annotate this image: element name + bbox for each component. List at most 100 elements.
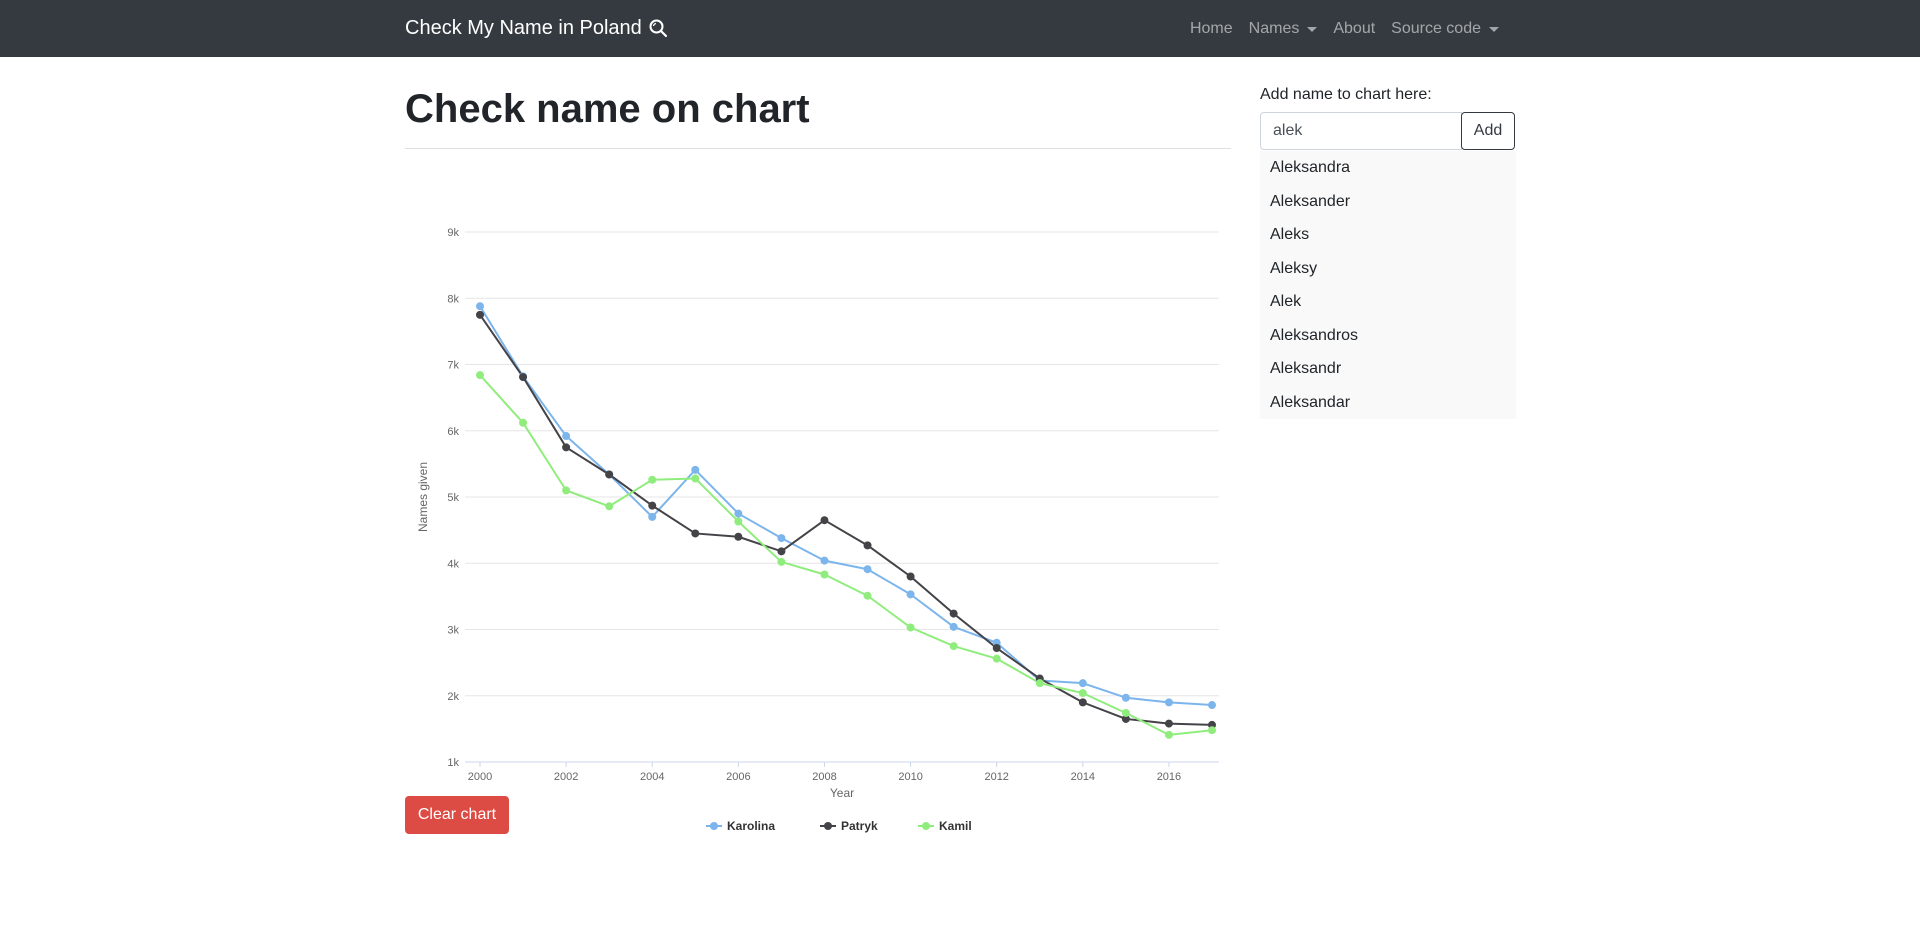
x-tick-label: 2002	[554, 771, 578, 783]
data-point-karolina	[1164, 698, 1173, 707]
legend-label: Patryk	[841, 819, 878, 833]
brand-text: Check My Name in Poland	[405, 17, 642, 39]
data-point-karolina	[734, 509, 743, 518]
suggestion-item[interactable]: Aleks	[1270, 226, 1310, 243]
suggestion-item[interactable]: Alek	[1270, 293, 1302, 310]
x-tick-label: 2012	[984, 771, 1008, 783]
name-search-input[interactable]	[1260, 112, 1462, 150]
data-point-kamil	[1164, 730, 1173, 739]
suggestion-item[interactable]: Aleksandros	[1270, 326, 1359, 344]
nav-about[interactable]: About	[1325, 20, 1383, 38]
legend-label: Karolina	[727, 819, 775, 833]
divider	[405, 148, 1231, 149]
data-point-kamil	[691, 474, 700, 483]
x-axis-title: Year	[830, 786, 854, 800]
y-tick-label: 9k	[447, 227, 459, 239]
data-point-patryk	[1121, 714, 1130, 723]
data-point-karolina	[777, 534, 786, 543]
y-tick-label: 2k	[447, 691, 459, 703]
y-tick-label: 8k	[447, 293, 459, 305]
data-point-karolina	[1078, 679, 1087, 688]
x-tick-label: 2006	[726, 771, 750, 783]
data-point-kamil	[562, 486, 571, 495]
suggestion-item[interactable]: Aleksy	[1270, 259, 1318, 277]
data-point-kamil	[992, 654, 1001, 663]
suggestion-item[interactable]: Aleksandra	[1270, 159, 1351, 176]
data-point-patryk	[777, 547, 786, 556]
suggestion-item[interactable]: Aleksandar	[1270, 393, 1351, 411]
data-point-karolina	[562, 432, 571, 441]
data-point-kamil	[777, 557, 786, 566]
data-point-kamil	[820, 570, 829, 579]
data-point-kamil	[1208, 726, 1216, 735]
data-point-kamil	[734, 517, 743, 526]
navbar: Check My Name in Poland Home Names About…	[0, 0, 1920, 57]
data-point-karolina	[691, 465, 700, 474]
suggestion-item[interactable]: Aleksander	[1270, 192, 1351, 210]
x-tick-label: 2000	[468, 771, 492, 783]
y-tick-label: 1k	[447, 757, 459, 769]
data-point-kamil	[1121, 708, 1130, 717]
data-point-patryk	[820, 516, 829, 525]
data-point-patryk	[906, 572, 915, 581]
data-point-karolina	[476, 302, 484, 311]
data-point-kamil	[949, 642, 958, 651]
x-tick-label: 2010	[898, 771, 922, 783]
nav-home-label: Home	[1189, 19, 1233, 37]
data-point-patryk	[734, 532, 743, 541]
data-point-karolina	[648, 512, 657, 521]
y-tick-label: 6k	[447, 426, 459, 438]
data-point-kamil	[476, 371, 484, 380]
data-point-patryk	[648, 501, 657, 510]
nav-names-label: Names	[1248, 19, 1300, 37]
nav-links: Home Names About Source code	[1182, 0, 1507, 57]
data-point-patryk	[519, 373, 528, 382]
line-chart: 1k 2k 3k 4k 5k 6k 7k 8k 9k 2000 2002 2004 2006 2008 20…	[416, 227, 1219, 833]
suggestion-item[interactable]: Aleksandr	[1270, 360, 1342, 377]
data-point-kamil	[519, 418, 528, 427]
x-tick-label: 2004	[640, 771, 664, 783]
search-icon	[649, 19, 667, 38]
y-axis-title: Names given	[416, 462, 430, 532]
nav-names-dropdown[interactable]: Names	[1241, 20, 1326, 38]
caret-down-icon	[1307, 27, 1318, 32]
series-line-patryk	[479, 314, 1213, 726]
data-point-karolina	[906, 590, 915, 599]
data-point-kamil	[1035, 679, 1044, 688]
series-line-kamil	[479, 374, 1213, 736]
y-tick-label: 7k	[447, 360, 459, 372]
add-name-button[interactable]: Add	[1461, 112, 1515, 150]
chart-container: 1k 2k 3k 4k 5k 6k 7k 8k 9k 2000 2002 2004 2006 2008 20…	[405, 157, 1231, 847]
data-point-patryk	[992, 644, 1001, 653]
x-tick-label: 2008	[812, 771, 836, 783]
data-point-patryk	[1078, 698, 1087, 707]
data-point-karolina	[863, 565, 872, 574]
clear-chart-button[interactable]: Clear chart	[405, 796, 509, 834]
legend-marker-patryk	[824, 822, 832, 830]
suggestions-list: Aleksandra Aleksander Aleks Aleksy Alek Aleks…	[1260, 151, 1516, 419]
data-point-patryk	[949, 609, 958, 618]
page-title: Check name on chart	[405, 87, 810, 131]
nav-source-code-dropdown[interactable]: Source code	[1383, 20, 1507, 38]
data-point-patryk	[476, 310, 484, 319]
data-point-patryk	[691, 529, 700, 538]
nav-source-code-label: Source code	[1391, 19, 1481, 37]
x-tick-label: 2016	[1157, 771, 1181, 783]
y-tick-label: 5k	[447, 492, 459, 504]
legend-label: Kamil	[939, 819, 972, 833]
data-point-kamil	[648, 475, 657, 484]
data-point-patryk	[562, 443, 571, 452]
y-tick-label: 3k	[447, 625, 459, 637]
data-point-karolina	[1208, 701, 1216, 710]
y-tick-label: 4k	[447, 558, 459, 570]
data-point-kamil	[1078, 689, 1087, 698]
data-point-patryk	[605, 470, 614, 479]
brand-link[interactable]: Check My Name in Poland	[405, 15, 668, 41]
data-point-karolina	[949, 622, 958, 631]
data-point-kamil	[605, 502, 614, 511]
nav-home[interactable]: Home	[1182, 20, 1241, 38]
data-point-karolina	[820, 556, 829, 565]
legend-marker-kamil	[922, 822, 930, 830]
legend-marker-karolina	[710, 822, 718, 830]
series-line-karolina	[479, 305, 1213, 707]
